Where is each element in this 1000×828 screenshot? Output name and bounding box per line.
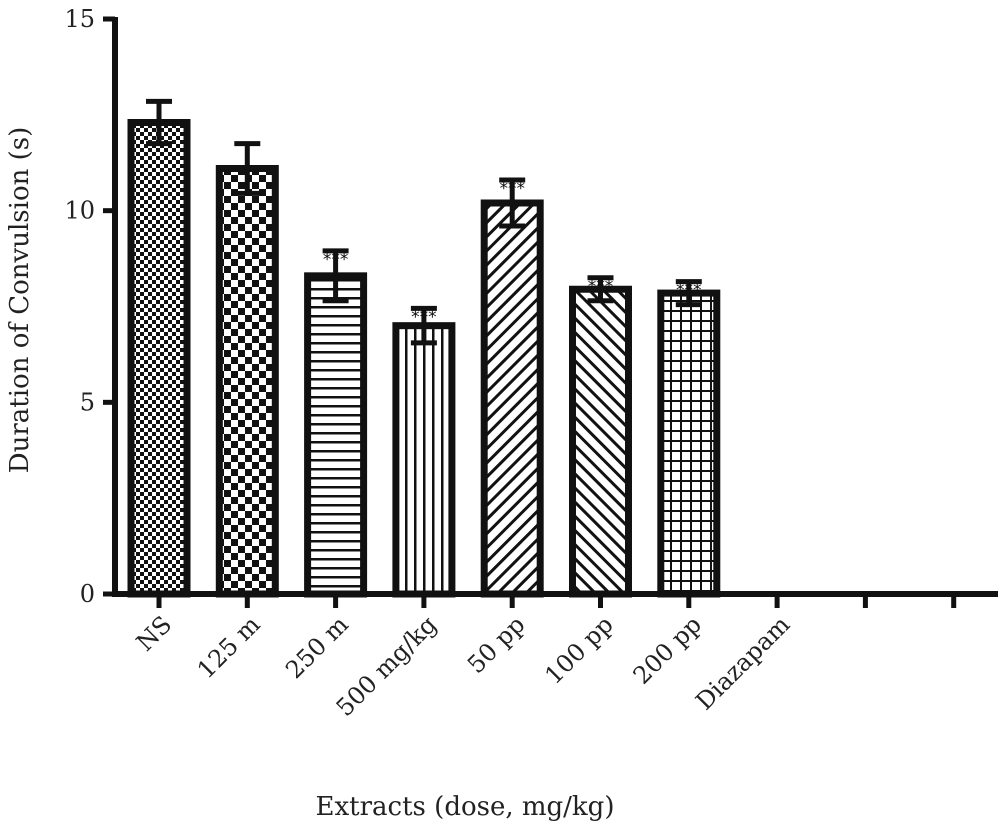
bar-3	[392, 322, 456, 598]
y-tick-label-0: 0	[80, 580, 95, 608]
significance-label-6: ***	[676, 281, 702, 301]
bar-1	[215, 165, 279, 598]
y-tick-label-15: 15	[64, 5, 95, 33]
x-tick-label-0: NS	[131, 610, 177, 656]
x-tick-label-6: 200 pp	[628, 610, 707, 689]
significance-label-4: ***	[499, 179, 525, 199]
x-axis-title: Extracts (dose, mg/kg)	[316, 792, 615, 822]
x-tick-label-1: 125 m	[192, 610, 266, 684]
bar-2	[304, 272, 368, 598]
y-tick-label-10: 10	[64, 197, 95, 225]
significance-label-5: ***	[588, 277, 614, 297]
bars	[127, 98, 721, 598]
x-tick-label-2: 250 m	[280, 610, 354, 684]
axes	[103, 16, 998, 608]
bar-4	[480, 199, 544, 598]
y-axis-title: Duration of Convulsion (s)	[5, 127, 35, 473]
x-tick-label-5: 100 pp	[539, 610, 618, 689]
x-tick-label-4: 50 pp	[462, 610, 531, 679]
x-tick-label-7: Diazapam	[690, 610, 795, 715]
significance-label-2: ***	[323, 250, 349, 270]
bar-0	[127, 119, 191, 598]
significance-label-3: ***	[411, 307, 437, 327]
bar-5	[569, 285, 632, 598]
y-tick-label-5: 5	[80, 388, 95, 416]
bar-6	[657, 289, 721, 598]
